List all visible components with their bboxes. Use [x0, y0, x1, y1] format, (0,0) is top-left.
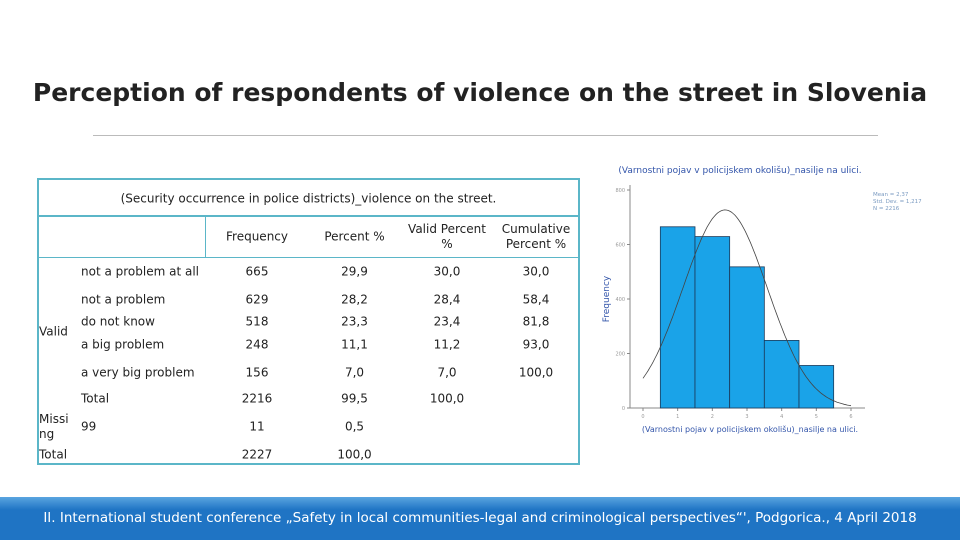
legend-entry: N = 2216 [873, 206, 900, 212]
y-tick-label: 200 [615, 352, 625, 358]
table-cell: 248 [245, 337, 269, 352]
x-tick-label: 1 [676, 414, 679, 420]
row-label: Total [81, 391, 110, 406]
legend-entry: Std. Dev. = 1,217 [873, 199, 922, 205]
table-cell: 11,2 [433, 337, 461, 352]
column-header: Valid Percent % [408, 222, 486, 251]
row-label: do not know [81, 314, 155, 329]
table-cell: 7,0 [344, 365, 365, 380]
column-header: Percent % [324, 229, 385, 244]
histogram: (Varnostni pojav v policijskem okolišu)_… [602, 165, 922, 434]
y-tick-label: 800 [615, 188, 625, 194]
table-cell: 0,5 [344, 419, 365, 434]
bar [763, 340, 800, 409]
bar [798, 365, 835, 409]
table-cell: 11 [249, 419, 265, 434]
table-cell: 29,9 [341, 264, 368, 279]
header-line [39, 257, 578, 258]
column-header: Cumulative Percent % [501, 222, 571, 251]
row-group: Total [39, 447, 68, 462]
table-cell: 518 [245, 314, 269, 329]
table-cell: 93,0 [522, 337, 550, 352]
table-cell: 11,1 [341, 337, 368, 352]
table-cell: 58,4 [522, 292, 550, 307]
header-divider [205, 216, 206, 257]
row-label: not a problem at all [81, 264, 199, 279]
table-cell: 2227 [241, 447, 273, 462]
bar [729, 266, 765, 409]
row-label: a big problem [81, 337, 165, 352]
table-cell: 30,0 [433, 264, 461, 279]
table-cell: 99,5 [341, 391, 368, 406]
column-header: Frequency [226, 229, 288, 244]
table-cell: 81,8 [522, 314, 550, 329]
row-label: 99 [81, 419, 97, 434]
x-tick-label: 6 [849, 414, 852, 420]
y-tick-label: 0 [622, 406, 625, 412]
y-axis-label: Frequency [602, 275, 612, 322]
row-group: Valid [39, 324, 68, 339]
table-cell: 23,4 [433, 314, 461, 329]
table-cell: 28,4 [433, 292, 461, 307]
x-tick-label: 3 [745, 414, 748, 420]
slide-title: Perception of respondents of violence on… [32, 78, 928, 107]
legend-entry: Mean = 2,37 [873, 192, 909, 198]
normal-curve [642, 209, 852, 407]
chart-title: (Varnostni pojav v policijskem okolišu)_… [618, 165, 861, 176]
x-axis-label: (Varnostni pojav v policijskem okolišu)_… [642, 424, 858, 434]
table-cell: 7,0 [437, 365, 457, 380]
bar [659, 226, 696, 409]
table-cell: 2216 [241, 391, 273, 406]
y-tick-label: 400 [615, 297, 625, 303]
table-cell: 100,0 [518, 365, 554, 380]
table-cell: 30,0 [522, 264, 550, 279]
table: (Security occurrence in police districts… [37, 178, 580, 465]
x-tick-label: 0 [641, 414, 644, 420]
footer: II. International student conference „Sa… [0, 497, 960, 540]
x-tick-label: 5 [815, 414, 818, 420]
x-tick-label: 4 [780, 414, 783, 420]
caption-line [39, 215, 578, 217]
row-label: a very big problem [81, 365, 195, 380]
table-cell: 100,0 [429, 391, 465, 406]
row-group: Missing [39, 412, 69, 441]
row-label: not a problem [81, 292, 166, 307]
table-cell: 156 [245, 365, 269, 380]
table-cell: 100,0 [337, 447, 372, 462]
x-tick-label: 2 [711, 414, 714, 420]
bar [694, 236, 731, 409]
table-caption: (Security occurrence in police districts… [120, 191, 497, 206]
table-cell: 629 [245, 292, 269, 307]
table-cell: 23,3 [341, 314, 368, 329]
table-cell: 665 [245, 264, 269, 279]
table-cell: 28,2 [341, 292, 368, 307]
y-tick-label: 600 [615, 243, 625, 249]
divider [93, 135, 878, 136]
